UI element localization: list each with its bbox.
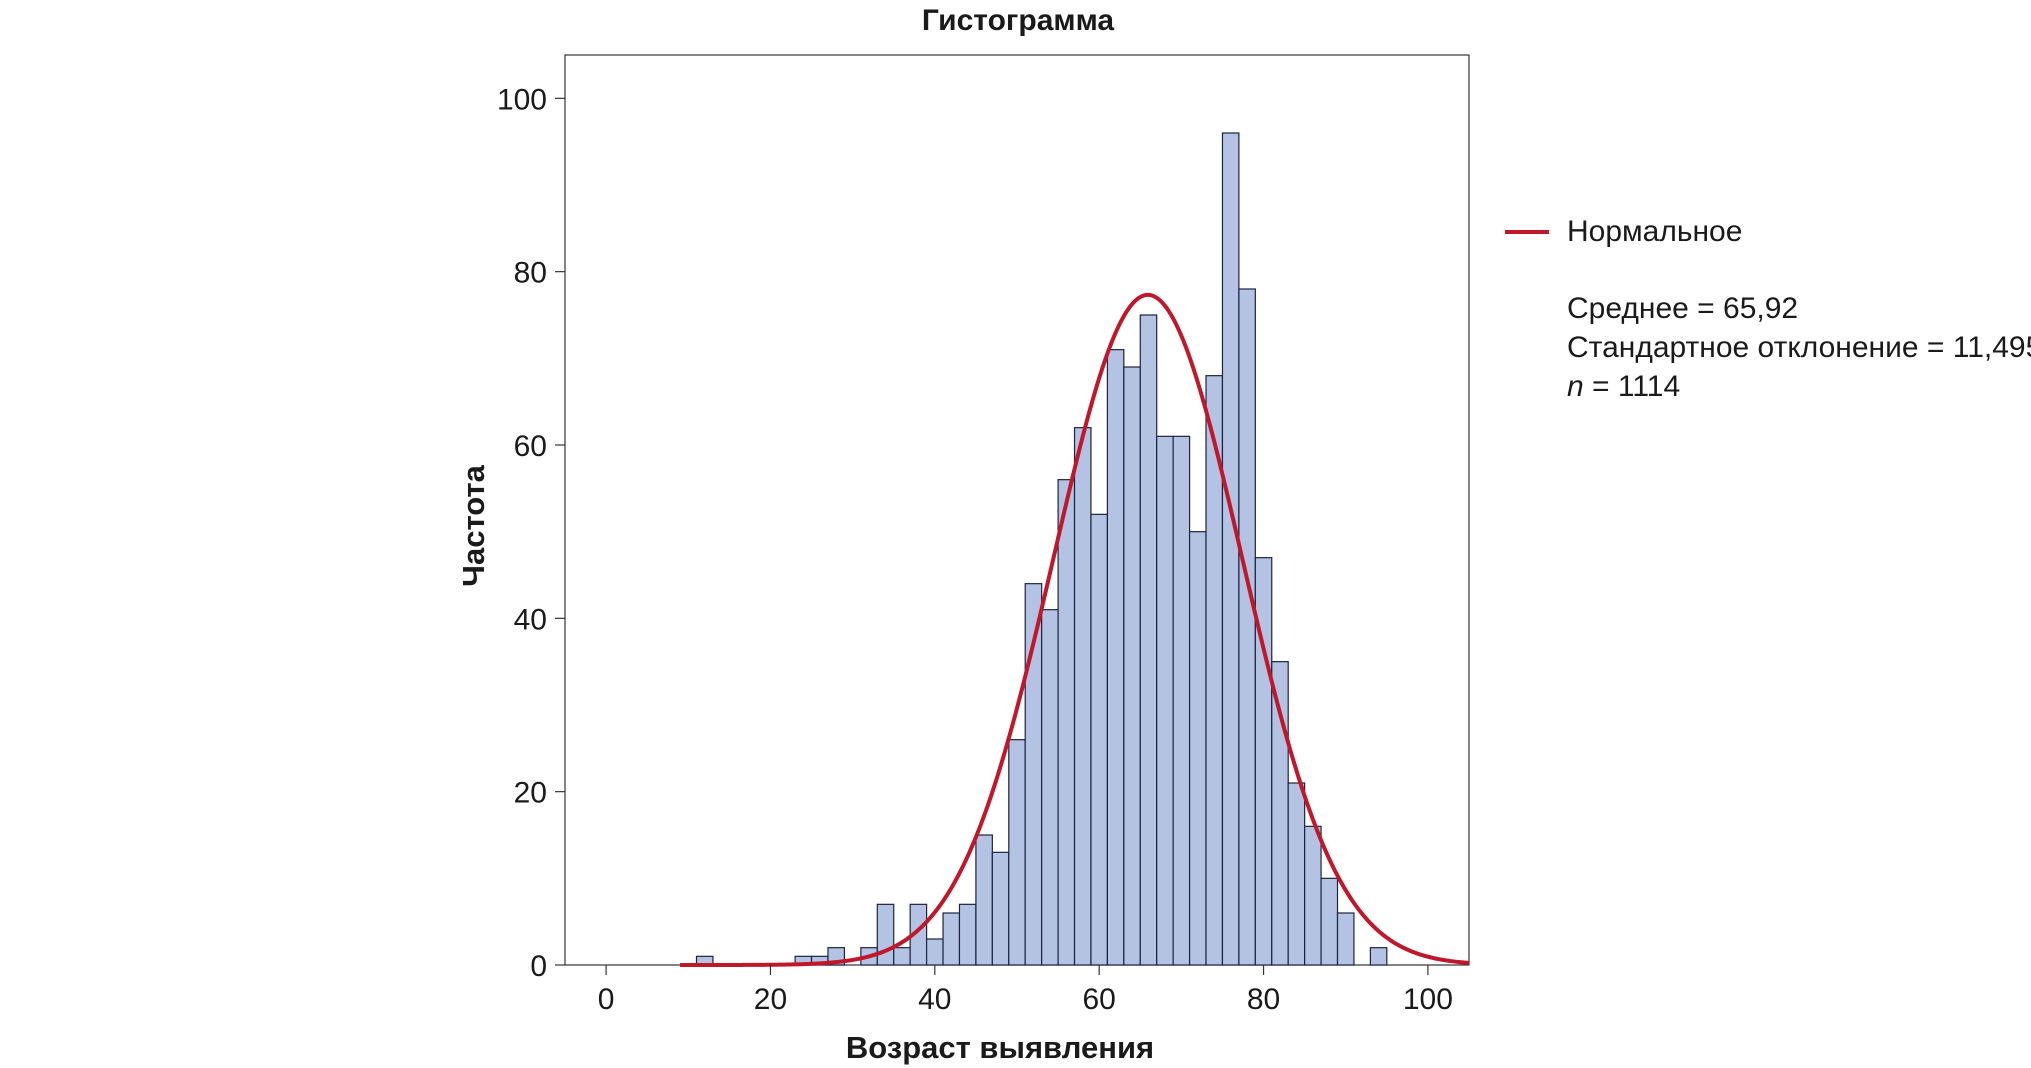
x-tick-label: 100	[1403, 983, 1453, 1016]
histogram-bar	[958, 903, 977, 966]
legend-label: Нормальное	[1567, 215, 1743, 248]
x-axis: 0 20 40 60 80 100	[598, 965, 1453, 1016]
legend: Нормальное Среднее = 65,92 Стандартное о…	[1505, 212, 2031, 406]
histogram-bar	[1041, 609, 1059, 966]
histogram-bar	[1188, 531, 1207, 966]
histogram-bar	[1172, 435, 1191, 966]
histogram-bar	[893, 947, 911, 966]
y-tick-label: 80	[514, 257, 547, 290]
y-tick-label: 60	[514, 430, 547, 463]
histogram-bar	[1106, 349, 1125, 966]
histogram-bar	[1008, 739, 1026, 966]
chart-title: Гистограмма	[922, 4, 1115, 37]
histogram-bar	[1336, 912, 1355, 966]
y-tick-label: 100	[497, 83, 547, 116]
histogram-bar	[1369, 947, 1388, 966]
n-symbol: n	[1567, 370, 1584, 403]
x-tick-label: 40	[918, 983, 951, 1016]
histogram-bar	[1287, 782, 1306, 966]
histogram-bar	[1221, 132, 1240, 966]
n-text: n = 1114	[1567, 367, 2031, 406]
legend-stats: Среднее = 65,92 Стандартное отклонение =…	[1567, 289, 2031, 406]
histogram-bar	[975, 834, 993, 966]
normal-curve	[680, 292, 1470, 967]
histogram-bar	[1123, 366, 1141, 966]
histogram-bar	[925, 938, 944, 966]
legend-item-normal: Нормальное	[1505, 212, 2031, 251]
y-axis: 0 20 40 60 80 100	[497, 83, 565, 983]
histogram-bar	[1073, 427, 1092, 966]
legend-line-swatch	[1505, 229, 1549, 234]
x-tick-label: 0	[598, 983, 615, 1016]
y-axis-title: Частота	[456, 464, 491, 586]
histogram-bars	[695, 132, 1388, 966]
x-tick-label: 60	[1082, 983, 1115, 1016]
x-tick-label: 20	[754, 983, 787, 1016]
n-value: = 1114	[1583, 370, 1681, 403]
histogram-bar	[1238, 288, 1256, 966]
y-tick-label: 0	[530, 950, 547, 983]
histogram-bar	[991, 851, 1010, 966]
histogram-bar	[876, 903, 895, 966]
histogram-bar	[942, 912, 961, 966]
histogram-bar	[1090, 513, 1108, 966]
x-axis-title: Возраст выявления	[846, 1030, 1154, 1065]
histogram-bar	[1156, 435, 1174, 966]
histogram-bar	[1304, 825, 1322, 966]
y-tick-label: 40	[514, 603, 547, 636]
histogram-bar	[1057, 479, 1076, 966]
y-tick-label: 20	[514, 777, 547, 810]
histogram-bar	[1139, 314, 1158, 966]
x-tick-label: 80	[1247, 983, 1280, 1016]
std-text: Стандартное отклонение = 11,495	[1567, 331, 2031, 364]
histogram-bar	[1320, 877, 1339, 966]
mean-text: Среднее = 65,92	[1567, 292, 1799, 325]
